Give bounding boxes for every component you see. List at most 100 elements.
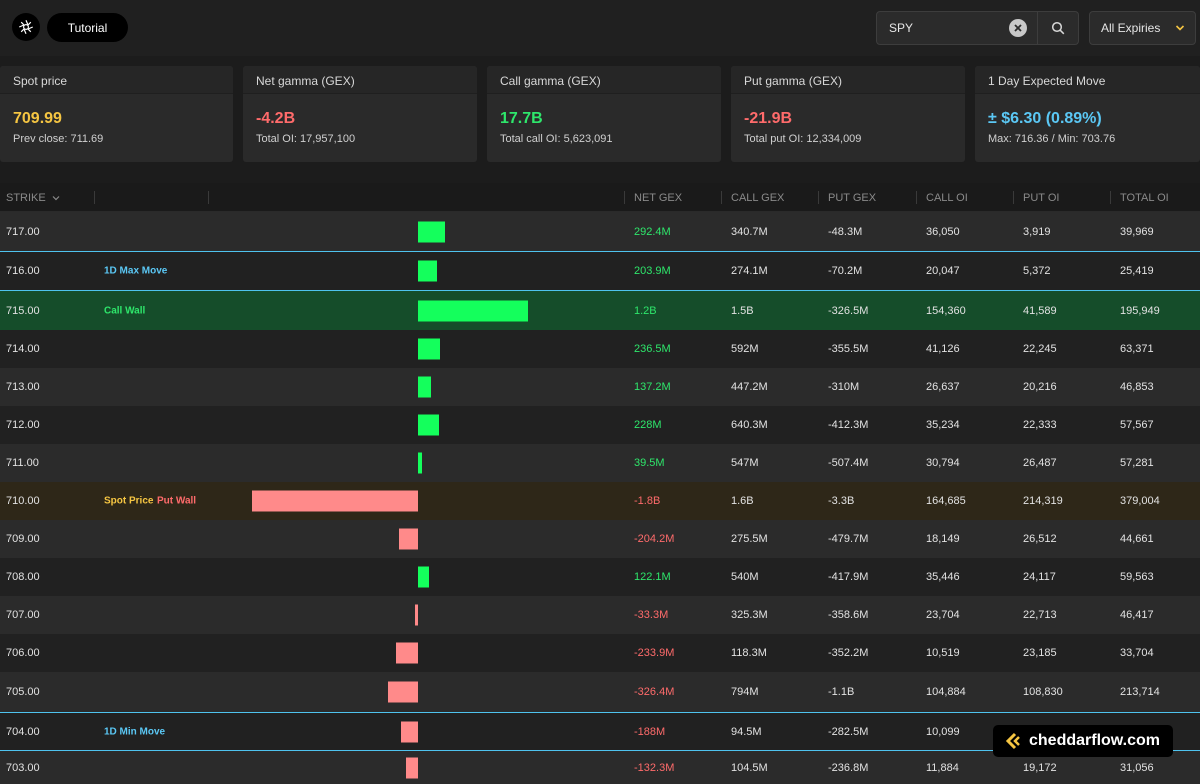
strike-cell: 708.00 — [6, 571, 40, 583]
stat-card-value: -21.9B — [744, 110, 793, 127]
put-oi-cell: 26,487 — [1023, 457, 1057, 469]
level-tag: 1D Min Move — [104, 726, 166, 737]
strike-cell: 717.00 — [6, 225, 40, 238]
call-oi-cell: 104,884 — [926, 686, 966, 698]
ticker-search-input[interactable] — [889, 19, 999, 37]
table-row[interactable]: 714.00 236.5M 592M -355.5M 41,126 22,245 63,37… — [0, 330, 1200, 368]
table-row[interactable]: 708.00 122.1M 540M -417.9M 35,446 24,117 59,56… — [0, 558, 1200, 596]
strike-cell: 713.00 — [6, 381, 40, 393]
table-row[interactable]: 715.00 Call Wall 1.2B 1.5B -326.5M 154,360 41,… — [0, 291, 1200, 330]
table-row[interactable]: 717.00 292.4M 340.7M -48.3M 36,050 3,919 39,96… — [0, 212, 1200, 251]
put-oi-cell: 214,319 — [1023, 495, 1063, 507]
call-oi-cell: 18,149 — [926, 533, 960, 545]
call-oi-cell: 164,685 — [926, 495, 966, 507]
net-gex-bar — [414, 604, 418, 626]
put-oi-cell: 20,216 — [1023, 381, 1057, 393]
table-row[interactable]: 711.00 39.5M 547M -507.4M 30,794 26,487 57,281 — [0, 444, 1200, 482]
clear-icon[interactable] — [1009, 19, 1027, 37]
top-bar: Tutorial All Expiries — [0, 0, 1200, 56]
stat-card-subtext: Prev close: 711.69 — [13, 133, 104, 145]
net-gex-bar — [418, 221, 445, 242]
call-oi-cell: 11,884 — [926, 761, 959, 774]
table-row[interactable]: 706.00 -233.9M 118.3M -352.2M 10,519 23,185 33… — [0, 634, 1200, 672]
column-header-call-gex[interactable]: CALL GEX — [731, 192, 785, 204]
stat-card: Call gamma (GEX) 17.7B Total call OI: 5,62… — [487, 66, 721, 162]
strike-cell: 710.00 — [6, 495, 40, 507]
level-tag: Call Wall — [104, 305, 146, 316]
stat-card-value: 17.7B — [500, 110, 543, 127]
level-tag: Put Wall — [157, 495, 197, 507]
column-header-call-oi[interactable]: CALL OI — [926, 192, 968, 204]
call-gex-cell: 94.5M — [731, 725, 762, 738]
level-tag: 1D Max Move — [104, 265, 168, 277]
call-gex-cell: 794M — [731, 686, 759, 698]
net-gex-bar — [418, 376, 431, 398]
column-header-strike[interactable]: STRIKE — [6, 192, 60, 204]
stat-card-value: 709.99 — [13, 110, 62, 127]
put-oi-cell: 22,713 — [1023, 609, 1057, 621]
put-gex-cell: -479.7M — [828, 533, 869, 545]
strike-cell: 704.00 — [6, 725, 40, 738]
app-logo-icon[interactable] — [12, 13, 40, 41]
total-oi-cell: 44,661 — [1120, 533, 1154, 545]
strike-cell: 705.00 — [6, 686, 40, 698]
watermark-text: cheddarflow.com — [1029, 732, 1160, 749]
call-oi-cell: 35,234 — [926, 419, 960, 431]
net-gex-cell: -1.8B — [634, 495, 661, 507]
stat-card-title: Call gamma (GEX) — [487, 66, 721, 94]
call-gex-cell: 325.3M — [731, 609, 768, 621]
total-oi-cell: 39,969 — [1120, 225, 1154, 238]
total-oi-cell: 33,704 — [1120, 647, 1154, 659]
strike-cell: 715.00 — [6, 304, 40, 317]
search-button[interactable] — [1038, 11, 1079, 45]
put-gex-cell: -3.3B — [828, 495, 855, 507]
strike-cell: 709.00 — [6, 533, 40, 545]
total-oi-cell: 46,417 — [1120, 609, 1154, 621]
call-oi-cell: 41,126 — [926, 343, 960, 355]
table-row[interactable]: 713.00 137.2M 447.2M -310M 26,637 20,216 46,85… — [0, 368, 1200, 406]
stat-card-title: Spot price — [0, 66, 233, 94]
net-gex-bar — [418, 300, 529, 321]
call-oi-cell: 20,047 — [926, 265, 960, 277]
level-tag: Spot Price — [104, 495, 154, 507]
search-icon — [1051, 21, 1065, 35]
put-oi-cell: 22,245 — [1023, 343, 1057, 355]
table-row[interactable]: 710.00 Spot Price Put Wall -1.8B 1.6B -3.3B 16… — [0, 482, 1200, 520]
column-header-put-gex[interactable]: PUT GEX — [828, 192, 877, 204]
net-gex-bar — [252, 490, 418, 512]
net-gex-cell: 292.4M — [634, 225, 671, 238]
net-gex-cell: -33.3M — [634, 609, 669, 621]
put-oi-cell: 22,333 — [1023, 419, 1057, 431]
net-gex-bar — [418, 452, 422, 474]
call-gex-cell: 275.5M — [731, 533, 768, 545]
call-gex-cell: 540M — [731, 571, 759, 583]
total-oi-cell: 63,371 — [1120, 343, 1154, 355]
net-gex-bar — [418, 414, 439, 436]
net-gex-cell: -188M — [634, 725, 666, 738]
put-oi-cell: 3,919 — [1023, 225, 1051, 238]
ticker-search[interactable] — [876, 11, 1038, 45]
table-row[interactable]: 716.00 1D Max Move 203.9M 274.1M -70.2M 20,04… — [0, 251, 1200, 291]
tutorial-button[interactable]: Tutorial — [47, 13, 128, 42]
table-row[interactable]: 712.00 228M 640.3M -412.3M 35,234 22,333 57,56… — [0, 406, 1200, 444]
column-divider — [94, 191, 95, 204]
column-divider — [624, 191, 625, 204]
table-row[interactable]: 709.00 -204.2M 275.5M -479.7M 18,149 26,512 44… — [0, 520, 1200, 558]
put-gex-cell: -48.3M — [828, 225, 863, 238]
put-oi-cell: 26,512 — [1023, 533, 1057, 545]
net-gex-bar — [387, 681, 418, 703]
column-header-net-gex[interactable]: NET GEX — [634, 192, 683, 204]
stat-card-value: -4.2B — [256, 110, 296, 127]
column-header-total-oi[interactable]: TOTAL OI — [1120, 192, 1169, 204]
table-row[interactable]: 707.00 -33.3M 325.3M -358.6M 23,704 22,713 46,… — [0, 596, 1200, 634]
table-row[interactable]: 705.00 -326.4M 794M -1.1B 104,884 108,830 213,… — [0, 672, 1200, 712]
call-oi-cell: 26,637 — [926, 381, 960, 393]
net-gex-cell: 228M — [634, 419, 662, 431]
put-gex-cell: -412.3M — [828, 419, 869, 431]
net-gex-cell: -204.2M — [634, 533, 675, 545]
net-gex-cell: -132.3M — [634, 761, 675, 774]
total-oi-cell: 213,714 — [1120, 686, 1160, 698]
column-header-put-oi[interactable]: PUT OI — [1023, 192, 1060, 204]
net-gex-bar — [418, 260, 437, 282]
expiry-select[interactable]: All Expiries — [1089, 11, 1196, 45]
